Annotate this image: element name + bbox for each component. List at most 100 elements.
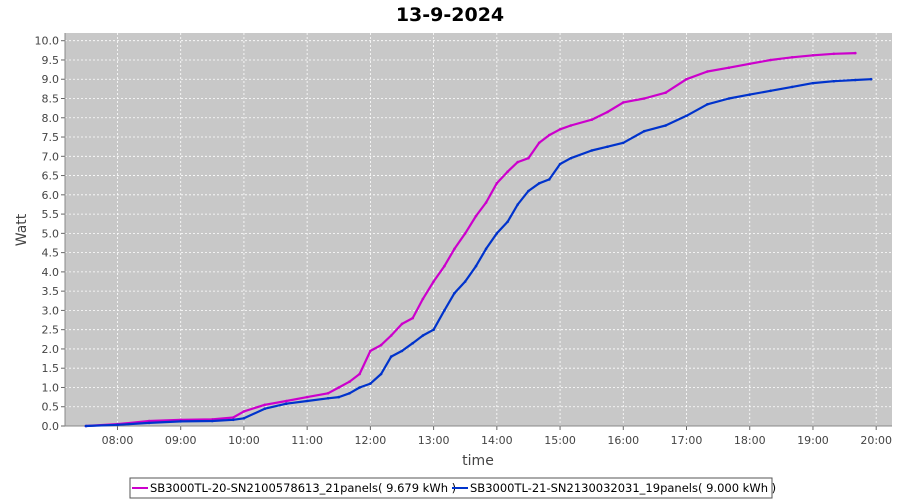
data-point (664, 91, 667, 94)
data-point (411, 341, 415, 345)
data-point (506, 170, 509, 173)
legend-label: SB3000TL-21-SN2130032031_19panels( 9.000… (470, 481, 776, 495)
data-point (263, 407, 267, 411)
data-point (748, 93, 751, 96)
data-point (231, 416, 235, 419)
y-tick-label: 6.5 (42, 170, 60, 183)
y-tick-label: 5.0 (42, 227, 60, 240)
data-point (685, 77, 688, 81)
data-point (869, 77, 873, 81)
x-tick-label: 18:00 (734, 434, 766, 447)
data-point (147, 419, 151, 423)
data-point (84, 424, 88, 428)
data-point (506, 220, 509, 224)
data-point (569, 124, 573, 127)
data-point (285, 399, 288, 403)
data-point (211, 419, 214, 423)
data-point (622, 141, 625, 145)
series-2 (84, 77, 873, 428)
data-point (537, 141, 541, 145)
y-tick-label: 9.5 (42, 54, 60, 67)
y-tick-label: 7.5 (42, 131, 60, 144)
data-point (832, 79, 836, 83)
legend-box (129, 477, 773, 499)
data-point (790, 85, 794, 89)
data-point (179, 420, 182, 423)
data-point (769, 58, 772, 62)
data-point (242, 417, 246, 420)
data-point (527, 189, 530, 193)
data-point (379, 372, 383, 376)
data-point (769, 89, 772, 93)
data-point (727, 66, 731, 69)
y-tick-label: 8.5 (42, 93, 60, 106)
data-point (811, 81, 815, 85)
y-tick-label: 10.0 (35, 35, 60, 48)
data-point (337, 386, 341, 389)
y-tick-label: 3.0 (42, 304, 60, 317)
x-tick-label: 19:00 (797, 434, 829, 447)
data-point (748, 62, 751, 66)
data-point (474, 264, 478, 268)
y-axis: 0.0 0.5 1.0 1.5 2.0 2.5 3.0 3.5 4.0 4.5 5.0 5.5 6.0 6… (35, 33, 66, 433)
data-point (348, 392, 351, 395)
data-point (358, 372, 361, 376)
data-point (400, 322, 404, 326)
data-point (389, 355, 393, 358)
data-point (358, 386, 361, 389)
x-tick-label: 09:00 (165, 434, 197, 447)
data-point (811, 54, 815, 57)
y-tick-label: 2.0 (42, 343, 60, 356)
x-tick-label: 20:00 (860, 434, 892, 447)
data-point (664, 124, 667, 127)
data-point (495, 182, 499, 185)
y-tick-label: 0.5 (42, 401, 60, 414)
data-point (590, 149, 593, 152)
data-point (854, 51, 857, 55)
data-point (421, 297, 425, 301)
data-point (443, 264, 446, 268)
data-point (474, 214, 478, 218)
y-tick-label: 1.0 (42, 381, 60, 394)
data-point (453, 291, 456, 295)
data-point (548, 178, 551, 181)
data-point (606, 110, 609, 114)
series-line (85, 52, 856, 428)
y-tick-label: 5.5 (42, 208, 60, 221)
data-point (590, 118, 593, 121)
data-point (285, 402, 288, 406)
data-point (606, 145, 609, 148)
y-tick-label: 0.0 (42, 420, 60, 433)
data-point (305, 395, 309, 399)
data-point (379, 343, 383, 347)
data-point (147, 421, 151, 425)
y-tick-label: 1.5 (42, 362, 60, 375)
x-tick-label: 11:00 (291, 434, 323, 447)
x-tick-label: 15:00 (544, 434, 576, 447)
data-point (305, 399, 309, 403)
data-point (642, 129, 646, 133)
data-point (516, 160, 519, 164)
data-point (263, 403, 267, 407)
y-tick-label: 3.5 (42, 285, 60, 298)
y-tick-label: 8.0 (42, 112, 60, 125)
x-tick-label: 08:00 (102, 434, 134, 447)
data-point (463, 232, 467, 235)
data-point (727, 97, 731, 100)
data-point (432, 328, 435, 332)
data-point (484, 201, 488, 204)
data-point (537, 182, 541, 185)
data-point (369, 382, 372, 385)
x-axis-title: time (462, 453, 494, 469)
y-tick-label: 4.5 (42, 247, 60, 260)
data-point (326, 392, 330, 395)
data-point (231, 418, 235, 422)
data-point (622, 101, 625, 104)
data-point (685, 114, 688, 118)
series-1 (84, 51, 857, 428)
chart-title: 13-9-2024 (396, 4, 504, 26)
data-point (443, 309, 446, 312)
data-point (569, 156, 573, 160)
gridlines (65, 33, 892, 427)
x-tick-label: 16:00 (607, 434, 639, 447)
